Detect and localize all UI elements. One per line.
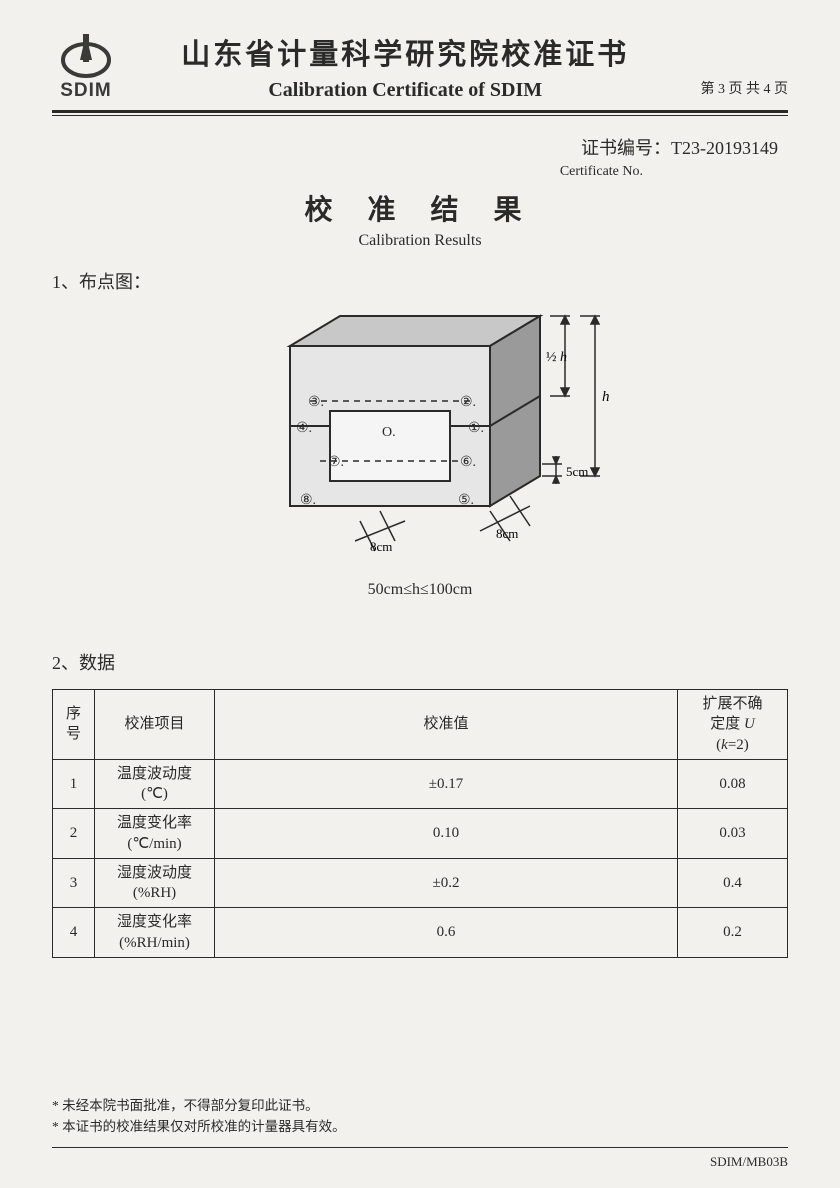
certificate-no-cn: 证书编号：T23-20193149 <box>52 134 778 160</box>
results-title-cn: 校 准 结 果 <box>52 188 788 228</box>
cell-item: 湿度变化率(%RH/min) <box>95 908 215 958</box>
svg-text:8cm: 8cm <box>496 526 518 541</box>
section1-heading: 1、布点图： <box>52 268 788 294</box>
svg-text:⑦.: ⑦. <box>328 455 344 470</box>
box-diagram-svg: ③. ②. ④. ①. ⑦. ⑥. ⑧. ⑤. O. <box>210 306 630 566</box>
table-row: 4湿度变化率(%RH/min)0.60.2 <box>53 908 788 958</box>
footer-note-2: * 本证书的校准结果仅对所校准的计量器具有效。 <box>52 1116 346 1138</box>
table-row: 2温度变化率(℃/min)0.100.03 <box>53 809 788 859</box>
cell-item: 湿度波动度(%RH) <box>95 858 215 908</box>
svg-text:h: h <box>602 389 610 405</box>
table-row: 3湿度波动度(%RH)±0.20.4 <box>53 858 788 908</box>
certificate-no-en: Certificate No. <box>52 164 778 180</box>
results-title-en: Calibration Results <box>52 232 788 250</box>
cell-value: ±0.2 <box>215 858 678 908</box>
unc-l1: 扩展不确 <box>702 696 762 712</box>
header: SDIM 山东省计量科学研究院校准证书 Calibration Certific… <box>52 30 788 102</box>
col-index: 序号 <box>53 690 95 760</box>
data-table: 序号 校准项目 校准值 扩展不确 定度 U (k=2) 1温度波动度(℃)±0.… <box>52 689 788 958</box>
footer-code: SDIM/MB03B <box>710 1154 788 1170</box>
certificate-no-label: 证书编号： <box>581 138 671 158</box>
logo-text: SDIM <box>52 80 120 102</box>
diagram-caption: 50cm≤h≤100cm <box>52 581 788 599</box>
cell-index: 1 <box>53 759 95 809</box>
page-number: 第 3 页 共 4 页 <box>691 78 789 102</box>
sdim-logo-icon <box>60 30 112 78</box>
title-cn: 山东省计量科学研究院校准证书 <box>136 31 675 73</box>
header-rule <box>52 110 788 116</box>
footer-notes: * 未经本院书面批准，不得部分复印此证书。 * 本证书的校准结果仅对所校准的计量… <box>52 1095 346 1138</box>
svg-text:②.: ②. <box>460 395 476 410</box>
cell-uncertainty: 0.08 <box>678 759 788 809</box>
svg-text:④.: ④. <box>296 421 312 436</box>
cell-index: 3 <box>53 858 95 908</box>
table-row: 1温度波动度(℃)±0.170.08 <box>53 759 788 809</box>
svg-text:⑤.: ⑤. <box>458 493 474 508</box>
layout-diagram: ③. ②. ④. ①. ⑦. ⑥. ⑧. ⑤. O. <box>52 306 788 599</box>
svg-text:①.: ①. <box>468 421 484 436</box>
footer-rule <box>52 1147 788 1148</box>
title-block: 山东省计量科学研究院校准证书 Calibration Certificate o… <box>136 31 675 102</box>
svg-text:8cm: 8cm <box>370 539 392 554</box>
table-header-row: 序号 校准项目 校准值 扩展不确 定度 U (k=2) <box>53 690 788 760</box>
col-value: 校准值 <box>215 690 678 760</box>
cell-item: 温度变化率(℃/min) <box>95 809 215 859</box>
svg-text:O.: O. <box>382 425 396 440</box>
col-item: 校准项目 <box>95 690 215 760</box>
svg-text:½ h: ½ h <box>546 350 567 365</box>
unc-l2: 定度 U <box>710 716 755 732</box>
cell-value: ±0.17 <box>215 759 678 809</box>
cell-value: 0.6 <box>215 908 678 958</box>
cell-item: 温度波动度(℃) <box>95 759 215 809</box>
col-uncertainty: 扩展不确 定度 U (k=2) <box>678 690 788 760</box>
cell-index: 2 <box>53 809 95 859</box>
certificate-no-value: T23-20193149 <box>671 138 778 158</box>
footer-note-1: * 未经本院书面批准，不得部分复印此证书。 <box>52 1095 346 1117</box>
section2-heading: 2、数据 <box>52 649 788 675</box>
svg-text:③.: ③. <box>308 395 324 410</box>
unc-l3: (k=2) <box>716 737 749 753</box>
title-en: Calibration Certificate of SDIM <box>136 79 675 102</box>
cell-value: 0.10 <box>215 809 678 859</box>
cell-uncertainty: 0.03 <box>678 809 788 859</box>
cell-uncertainty: 0.4 <box>678 858 788 908</box>
logo-block: SDIM <box>52 30 120 102</box>
svg-text:⑥.: ⑥. <box>460 455 476 470</box>
svg-text:5cm: 5cm <box>566 464 588 479</box>
certificate-no-block: 证书编号：T23-20193149 Certificate No. <box>52 134 788 180</box>
cell-uncertainty: 0.2 <box>678 908 788 958</box>
svg-text:⑧.: ⑧. <box>300 493 316 508</box>
cell-index: 4 <box>53 908 95 958</box>
